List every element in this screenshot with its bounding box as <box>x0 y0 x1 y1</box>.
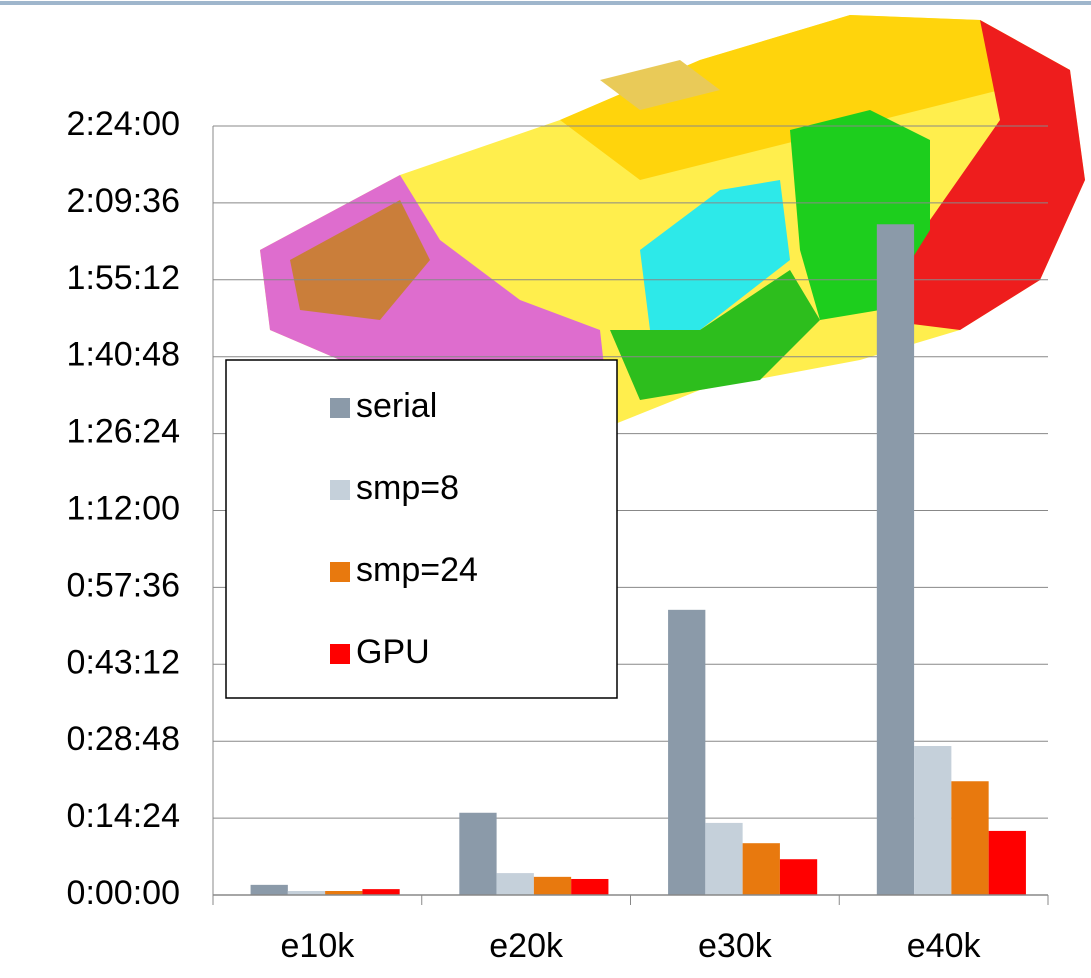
x-tick-label: e20k <box>489 927 564 965</box>
y-tick-label: 1:55:12 <box>67 259 180 297</box>
y-tick-label: 1:12:00 <box>67 489 180 527</box>
y-tick-label: 1:40:48 <box>67 336 180 374</box>
y-tick-label: 1:26:24 <box>67 413 180 451</box>
bar <box>705 823 742 895</box>
y-tick-label: 0:57:36 <box>67 566 180 604</box>
chart: 0:00:00 0:14:24 0:28:48 0:43:12 0:57:36 1:12:… <box>0 0 1091 973</box>
x-tick-label: e10k <box>281 927 356 965</box>
bar <box>362 889 399 895</box>
legend-swatch <box>330 398 350 418</box>
legend-swatch <box>330 480 350 500</box>
bar <box>951 781 988 895</box>
x-tick-label: e40k <box>907 927 982 965</box>
x-tick-label: e30k <box>698 927 773 965</box>
bar <box>989 831 1026 895</box>
bar <box>743 843 780 895</box>
bar <box>780 859 817 895</box>
legend-label: smp=24 <box>356 551 478 589</box>
legend-swatch <box>330 562 350 582</box>
bar <box>497 873 534 895</box>
y-tick-label: 2:24:00 <box>67 105 180 143</box>
y-tick-label: 0:00:00 <box>67 874 180 912</box>
y-tick-label: 0:43:12 <box>67 643 180 681</box>
bar <box>668 610 705 895</box>
legend-label: smp=8 <box>356 469 459 507</box>
legend-label: serial <box>356 387 437 425</box>
legend-swatch <box>330 644 350 664</box>
legend-label: GPU <box>356 633 430 671</box>
bar <box>914 746 951 895</box>
bar <box>251 885 288 895</box>
bar <box>459 813 496 895</box>
y-tick-label: 0:28:48 <box>67 720 180 758</box>
y-tick-label: 0:14:24 <box>67 797 180 835</box>
bar <box>534 877 571 895</box>
y-tick-label: 2:09:36 <box>67 182 180 220</box>
bar <box>877 224 914 895</box>
bar <box>571 879 608 895</box>
